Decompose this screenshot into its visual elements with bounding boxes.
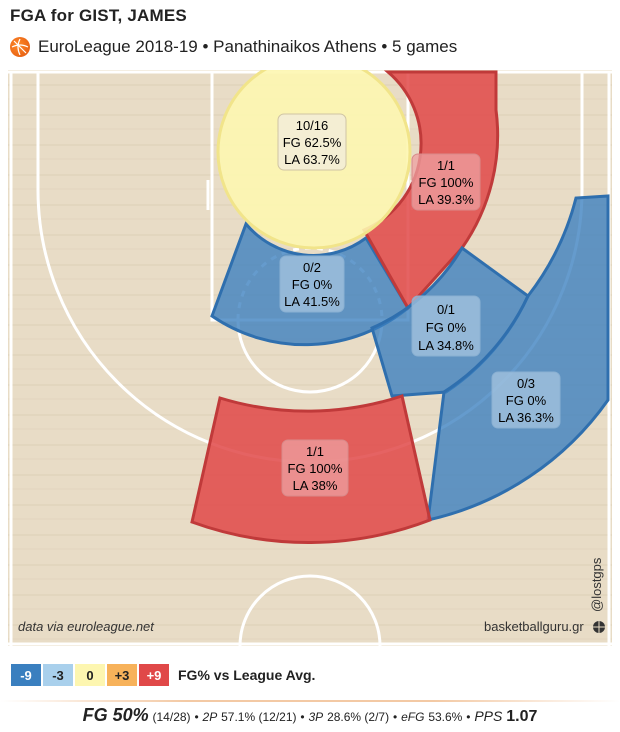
label-paint: 0/2 FG 0% LA 41.5% [279,255,345,313]
zone-three-right [426,194,610,522]
legend: -9 -3 0 +3 +9 FG% vs League Avg. [10,663,315,687]
efg-value: 53.6% [428,710,463,724]
legend-item-plus9: +9 [138,663,170,687]
source-note: data via euroleague.net [18,619,155,634]
p3-value: 28.6% (2/7) [327,710,390,724]
pps-label: PPS [474,708,503,724]
label-three-right: 0/3 FG 0% LA 36.3% [491,371,561,429]
divider [0,700,620,702]
p2-value: 57.1% (12/21) [221,710,297,724]
p3-label: 3P [308,710,324,724]
three-top-la: LA 38% [293,478,338,493]
legend-item-minus9: -9 [10,663,42,687]
bullet-2: • [300,710,305,724]
legend-item-minus3: -3 [42,663,74,687]
brand-text: basketballguru.gr [484,619,584,634]
handle-text: @lostgps [589,557,604,612]
paint-fg: FG 0% [292,277,333,292]
label-three-top: 1/1 FG 100% LA 38% [281,439,349,497]
pps-value: 1.07 [506,708,538,725]
subtitle-row: EuroLeague 2018-19 • Panathinaikos Athen… [10,37,457,57]
three-top-made: 1/1 [306,444,324,459]
efg-label: eFG [401,710,425,724]
mid-right-low-fg: FG 0% [426,320,467,335]
bullet-1: • [194,710,199,724]
legend-item-zero: 0 [74,663,106,687]
legend-item-plus3: +3 [106,663,138,687]
euroleague-logo-icon [10,37,30,57]
label-restricted: 10/16 FG 62.5% LA 63.7% [277,113,347,171]
three-right-fg: FG 0% [506,393,547,408]
mid-right-la: LA 39.3% [418,192,474,207]
court-svg: 10/16 FG 62.5% LA 63.7% 0/2 FG 0% LA 41.… [8,54,612,647]
bullet-3: • [393,710,398,724]
mid-right-low-la: LA 34.8% [418,338,474,353]
restricted-made: 10/16 [296,118,329,133]
bullet-4: • [466,710,471,724]
three-right-la: LA 36.3% [498,410,554,425]
p2-label: 2P [202,710,218,724]
zone-labels: 10/16 FG 62.5% LA 63.7% 0/2 FG 0% LA 41.… [277,113,561,497]
restricted-fg: FG 62.5% [283,135,342,150]
summary-stats: FG 50% (14/28) • 2P 57.1% (12/21) • 3P 2… [0,705,620,726]
fg-label: FG 50% [82,705,149,725]
page-title: FGA for GIST, JAMES [10,6,187,25]
mid-right-made: 1/1 [437,158,455,173]
restricted-la: LA 63.7% [284,152,340,167]
legend-caption: FG% vs League Avg. [178,667,316,683]
label-mid-right-low: 0/1 FG 0% LA 34.8% [411,295,481,357]
mid-right-fg: FG 100% [419,175,474,190]
fg-detail: (14/28) [152,710,191,724]
paint-made: 0/2 [303,260,321,275]
three-right-made: 0/3 [517,376,535,391]
three-top-fg: FG 100% [288,461,343,476]
paint-la: LA 41.5% [284,294,340,309]
label-mid-right: 1/1 FG 100% LA 39.3% [411,153,481,211]
mid-right-low-made: 0/1 [437,302,455,317]
subtitle: EuroLeague 2018-19 • Panathinaikos Athen… [38,37,458,56]
basketball-icon [593,621,605,633]
shot-chart: 10/16 FG 62.5% LA 63.7% 0/2 FG 0% LA 41.… [8,54,612,647]
